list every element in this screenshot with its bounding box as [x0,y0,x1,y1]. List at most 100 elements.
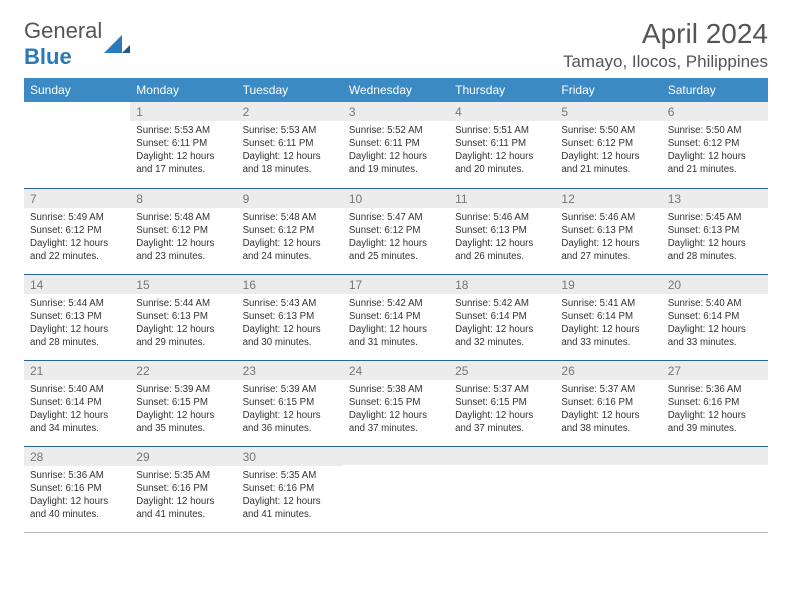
day-number: 30 [237,447,343,466]
calendar-cell: 16Sunrise: 5:43 AMSunset: 6:13 PMDayligh… [237,274,343,360]
calendar-cell: 7Sunrise: 5:49 AMSunset: 6:12 PMDaylight… [24,188,130,274]
day-number: 27 [662,361,768,380]
day-data: Sunrise: 5:39 AMSunset: 6:15 PMDaylight:… [237,380,343,439]
calendar-cell: 27Sunrise: 5:36 AMSunset: 6:16 PMDayligh… [662,360,768,446]
calendar-cell [343,446,449,532]
brand-text-1: General [24,18,102,43]
calendar-cell: 13Sunrise: 5:45 AMSunset: 6:13 PMDayligh… [662,188,768,274]
calendar-cell: 30Sunrise: 5:35 AMSunset: 6:16 PMDayligh… [237,446,343,532]
day-data: Sunrise: 5:41 AMSunset: 6:14 PMDaylight:… [555,294,661,353]
day-data: Sunrise: 5:35 AMSunset: 6:16 PMDaylight:… [130,466,236,525]
day-number: 19 [555,275,661,294]
day-number: 3 [343,102,449,121]
calendar-cell: 4Sunrise: 5:51 AMSunset: 6:11 PMDaylight… [449,102,555,188]
day-data: Sunrise: 5:42 AMSunset: 6:14 PMDaylight:… [449,294,555,353]
calendar-cell: 14Sunrise: 5:44 AMSunset: 6:13 PMDayligh… [24,274,130,360]
brand-logo: General Blue [24,18,130,70]
calendar-cell: 5Sunrise: 5:50 AMSunset: 6:12 PMDaylight… [555,102,661,188]
calendar-cell: 9Sunrise: 5:48 AMSunset: 6:12 PMDaylight… [237,188,343,274]
daynum-empty [449,447,555,465]
day-number: 16 [237,275,343,294]
calendar-cell: 24Sunrise: 5:38 AMSunset: 6:15 PMDayligh… [343,360,449,446]
calendar-cell [449,446,555,532]
day-number: 13 [662,189,768,208]
day-data: Sunrise: 5:53 AMSunset: 6:11 PMDaylight:… [237,121,343,180]
day-data: Sunrise: 5:37 AMSunset: 6:15 PMDaylight:… [449,380,555,439]
calendar-cell [662,446,768,532]
day-number: 28 [24,447,130,466]
day-data: Sunrise: 5:40 AMSunset: 6:14 PMDaylight:… [662,294,768,353]
day-data: Sunrise: 5:42 AMSunset: 6:14 PMDaylight:… [343,294,449,353]
day-number: 6 [662,102,768,121]
calendar-cell: 19Sunrise: 5:41 AMSunset: 6:14 PMDayligh… [555,274,661,360]
daynum-empty [662,447,768,465]
weekday-header: Friday [555,78,661,102]
calendar-cell [24,102,130,188]
weekday-header: Sunday [24,78,130,102]
weekday-header: Wednesday [343,78,449,102]
day-data: Sunrise: 5:49 AMSunset: 6:12 PMDaylight:… [24,208,130,267]
day-number: 14 [24,275,130,294]
day-number: 17 [343,275,449,294]
day-data: Sunrise: 5:40 AMSunset: 6:14 PMDaylight:… [24,380,130,439]
calendar-cell: 1Sunrise: 5:53 AMSunset: 6:11 PMDaylight… [130,102,236,188]
day-data: Sunrise: 5:43 AMSunset: 6:13 PMDaylight:… [237,294,343,353]
day-data: Sunrise: 5:45 AMSunset: 6:13 PMDaylight:… [662,208,768,267]
calendar-cell: 22Sunrise: 5:39 AMSunset: 6:15 PMDayligh… [130,360,236,446]
month-title: April 2024 [563,18,768,50]
calendar-cell: 23Sunrise: 5:39 AMSunset: 6:15 PMDayligh… [237,360,343,446]
location-text: Tamayo, Ilocos, Philippines [563,52,768,72]
day-number: 21 [24,361,130,380]
day-data: Sunrise: 5:46 AMSunset: 6:13 PMDaylight:… [449,208,555,267]
calendar-cell: 11Sunrise: 5:46 AMSunset: 6:13 PMDayligh… [449,188,555,274]
day-number: 4 [449,102,555,121]
calendar-cell: 25Sunrise: 5:37 AMSunset: 6:15 PMDayligh… [449,360,555,446]
day-data: Sunrise: 5:37 AMSunset: 6:16 PMDaylight:… [555,380,661,439]
title-block: April 2024 Tamayo, Ilocos, Philippines [563,18,768,72]
day-number: 9 [237,189,343,208]
calendar-cell: 17Sunrise: 5:42 AMSunset: 6:14 PMDayligh… [343,274,449,360]
day-number: 20 [662,275,768,294]
calendar-cell: 10Sunrise: 5:47 AMSunset: 6:12 PMDayligh… [343,188,449,274]
day-data: Sunrise: 5:47 AMSunset: 6:12 PMDaylight:… [343,208,449,267]
day-number: 1 [130,102,236,121]
calendar-body: 1Sunrise: 5:53 AMSunset: 6:11 PMDaylight… [24,102,768,532]
calendar-cell: 2Sunrise: 5:53 AMSunset: 6:11 PMDaylight… [237,102,343,188]
day-data: Sunrise: 5:53 AMSunset: 6:11 PMDaylight:… [130,121,236,180]
day-data: Sunrise: 5:44 AMSunset: 6:13 PMDaylight:… [130,294,236,353]
day-number: 22 [130,361,236,380]
day-data: Sunrise: 5:50 AMSunset: 6:12 PMDaylight:… [555,121,661,180]
day-data: Sunrise: 5:46 AMSunset: 6:13 PMDaylight:… [555,208,661,267]
day-number: 24 [343,361,449,380]
weekday-header: Thursday [449,78,555,102]
day-number: 7 [24,189,130,208]
day-number: 26 [555,361,661,380]
day-data: Sunrise: 5:35 AMSunset: 6:16 PMDaylight:… [237,466,343,525]
day-data: Sunrise: 5:48 AMSunset: 6:12 PMDaylight:… [237,208,343,267]
daynum-empty [555,447,661,465]
day-number: 29 [130,447,236,466]
day-number: 18 [449,275,555,294]
calendar-cell: 28Sunrise: 5:36 AMSunset: 6:16 PMDayligh… [24,446,130,532]
calendar-cell: 12Sunrise: 5:46 AMSunset: 6:13 PMDayligh… [555,188,661,274]
day-data: Sunrise: 5:52 AMSunset: 6:11 PMDaylight:… [343,121,449,180]
calendar-cell: 26Sunrise: 5:37 AMSunset: 6:16 PMDayligh… [555,360,661,446]
day-data: Sunrise: 5:51 AMSunset: 6:11 PMDaylight:… [449,121,555,180]
day-data: Sunrise: 5:48 AMSunset: 6:12 PMDaylight:… [130,208,236,267]
header: General Blue April 2024 Tamayo, Ilocos, … [24,18,768,72]
triangle-icon [104,35,130,53]
calendar-cell: 15Sunrise: 5:44 AMSunset: 6:13 PMDayligh… [130,274,236,360]
day-data: Sunrise: 5:36 AMSunset: 6:16 PMDaylight:… [662,380,768,439]
day-data: Sunrise: 5:38 AMSunset: 6:15 PMDaylight:… [343,380,449,439]
day-number: 2 [237,102,343,121]
weekday-header: Monday [130,78,236,102]
day-number: 12 [555,189,661,208]
brand-text-2: Blue [24,44,72,69]
weekday-header: Saturday [662,78,768,102]
calendar-header: SundayMondayTuesdayWednesdayThursdayFrid… [24,78,768,102]
day-number: 15 [130,275,236,294]
calendar-cell: 21Sunrise: 5:40 AMSunset: 6:14 PMDayligh… [24,360,130,446]
day-number: 10 [343,189,449,208]
calendar-cell: 8Sunrise: 5:48 AMSunset: 6:12 PMDaylight… [130,188,236,274]
calendar-cell: 18Sunrise: 5:42 AMSunset: 6:14 PMDayligh… [449,274,555,360]
